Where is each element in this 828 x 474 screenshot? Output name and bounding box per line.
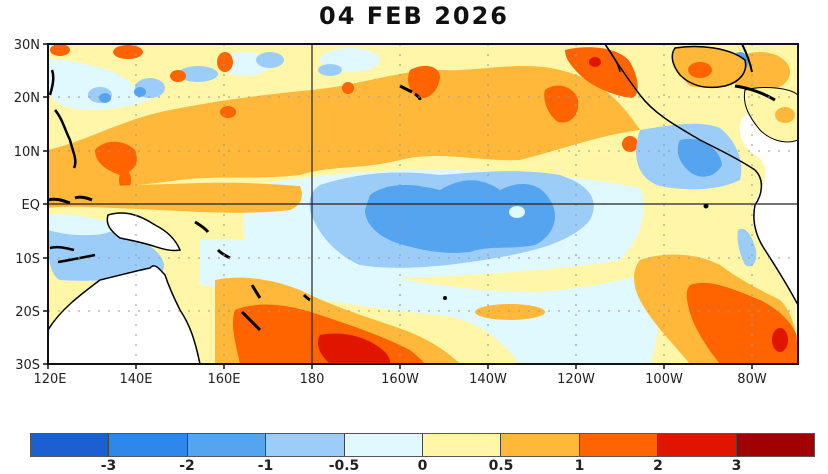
legend-swatch — [579, 434, 659, 456]
legend-label: -1 — [257, 458, 274, 474]
legend-label: 1 — [574, 458, 585, 474]
legend-swatch — [109, 434, 188, 456]
lat-label: 20S — [15, 305, 40, 320]
longitude-labels: 120E 140E 160E 180 160W 140W 120W 100W 8… — [33, 372, 766, 387]
lon-label: 160E — [207, 372, 240, 387]
legend-label: 3 — [731, 458, 742, 474]
legend-label: -0.5 — [328, 458, 360, 474]
lon-label: 120E — [33, 372, 66, 387]
lat-label: 10N — [14, 145, 40, 160]
legend-swatch — [31, 434, 110, 456]
lat-label: 20N — [14, 91, 40, 106]
color-legend — [30, 433, 815, 457]
legend-swatch — [423, 434, 502, 456]
legend-swatch — [344, 434, 424, 456]
lon-label: 160W — [381, 372, 419, 387]
lon-label: 100W — [645, 372, 683, 387]
legend-swatch — [736, 434, 815, 456]
lon-label: 140W — [469, 372, 507, 387]
legend-label: -3 — [100, 458, 117, 474]
legend-label: 0 — [417, 458, 428, 474]
sst-anomaly-map: 30N 20N 10N EQ 10S 20S 30S 120E 140E 160… — [14, 38, 799, 387]
map-title: 04 FEB 2026 — [319, 2, 509, 30]
legend-label: -2 — [179, 458, 195, 474]
lat-label: 30N — [14, 38, 40, 53]
lon-label: 80W — [737, 372, 767, 387]
legend-swatch — [501, 434, 580, 456]
lat-label: 10S — [15, 252, 40, 267]
legend-label: 0.5 — [488, 458, 514, 474]
lat-label: EQ — [22, 198, 40, 213]
lat-label: 30S — [15, 358, 40, 373]
latitude-labels: 30N 20N 10N EQ 10S 20S 30S — [14, 38, 40, 373]
legend-swatch — [658, 434, 737, 456]
legend-label: 2 — [653, 458, 663, 474]
lon-label: 140E — [119, 372, 152, 387]
legend-swatch — [266, 434, 345, 456]
lon-label: 120W — [557, 372, 595, 387]
lon-label: 180 — [300, 372, 325, 387]
legend-labels: -3 -2 -1 -0.5 0 0.5 1 2 3 — [30, 459, 815, 473]
legend-swatch — [187, 434, 267, 456]
